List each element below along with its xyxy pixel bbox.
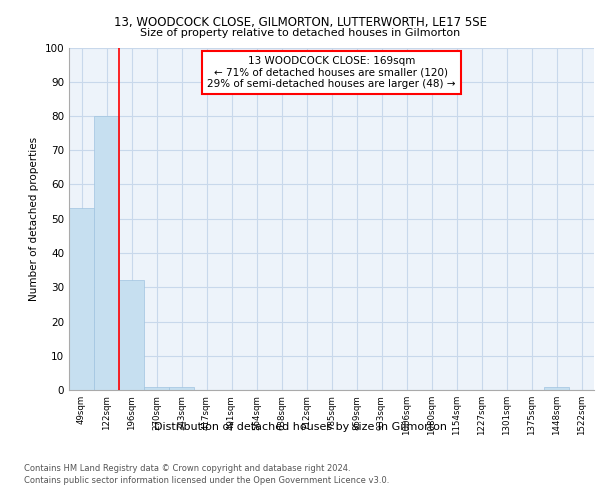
Bar [119, 280, 144, 390]
Text: 13, WOODCOCK CLOSE, GILMORTON, LUTTERWORTH, LE17 5SE: 13, WOODCOCK CLOSE, GILMORTON, LUTTERWOR… [113, 16, 487, 29]
Text: Size of property relative to detached houses in Gilmorton: Size of property relative to detached ho… [140, 28, 460, 38]
Text: Contains public sector information licensed under the Open Government Licence v3: Contains public sector information licen… [24, 476, 389, 485]
Bar [144, 386, 169, 390]
Bar [94, 116, 119, 390]
Text: Contains HM Land Registry data © Crown copyright and database right 2024.: Contains HM Land Registry data © Crown c… [24, 464, 350, 473]
Bar [544, 386, 569, 390]
Bar [169, 386, 194, 390]
Y-axis label: Number of detached properties: Number of detached properties [29, 136, 39, 301]
Text: Distribution of detached houses by size in Gilmorton: Distribution of detached houses by size … [154, 422, 446, 432]
Bar [69, 208, 94, 390]
Text: 13 WOODCOCK CLOSE: 169sqm
← 71% of detached houses are smaller (120)
29% of semi: 13 WOODCOCK CLOSE: 169sqm ← 71% of detac… [207, 56, 456, 90]
